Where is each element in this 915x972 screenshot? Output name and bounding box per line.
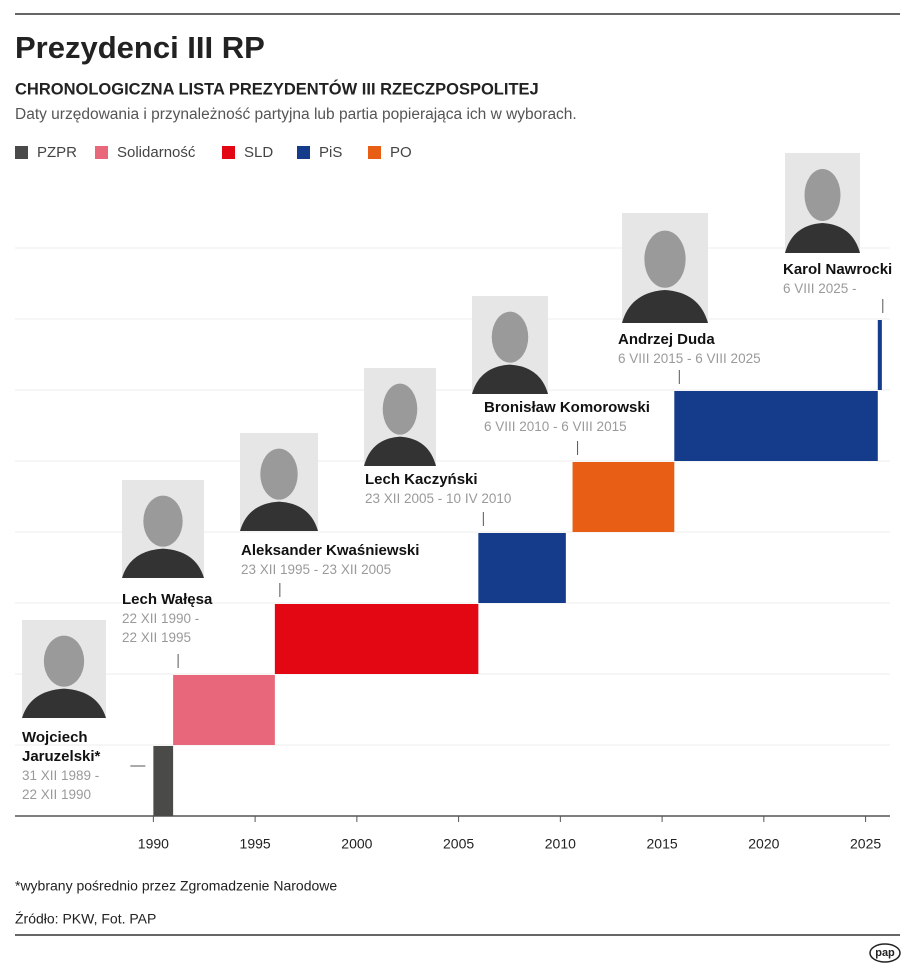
president-name: Aleksander Kwaśniewski — [241, 542, 420, 559]
photo-head — [143, 495, 183, 547]
legend-swatch — [95, 146, 108, 159]
president-dates: 23 XII 2005 - 10 IV 2010 — [365, 491, 512, 506]
president-label: Karol Nawrocki 6 VIII 2025 - — [783, 260, 903, 298]
photo-head — [644, 230, 686, 288]
president-label: Lech Kaczyński 23 XII 2005 - 10 IV 2010 — [365, 470, 575, 508]
legend-swatch — [368, 146, 381, 159]
photo-body — [785, 223, 860, 253]
x-tick-label: 2020 — [748, 836, 779, 852]
legend-swatch — [297, 146, 310, 159]
bar — [572, 462, 675, 532]
photo-head — [260, 448, 298, 500]
legend-swatch — [15, 146, 28, 159]
president-name: Karol Nawrocki — [783, 261, 893, 278]
photo-body — [472, 364, 548, 394]
x-tick-label: 2005 — [443, 836, 474, 852]
president-name: Wojciech Jaruzelski* — [22, 729, 101, 765]
chart-subtitle: CHRONOLOGICZNA LISTA PREZYDENTÓW III RZE… — [15, 79, 539, 98]
photo-body — [22, 688, 106, 718]
president-dates: 6 VIII 2015 - 6 VIII 2025 — [618, 351, 761, 366]
photo-body — [364, 436, 436, 466]
logo-frame — [869, 943, 901, 963]
x-tick-label: 2025 — [850, 836, 881, 852]
president-name: Bronisław Komorowski — [484, 399, 650, 416]
president-label: Bronisław Komorowski 6 VIII 2010 - 6 VIII… — [484, 398, 704, 436]
bar — [274, 604, 479, 674]
x-tick-label: 2015 — [647, 836, 678, 852]
photo-head — [43, 635, 85, 687]
president-dates: 6 VIII 2025 - — [783, 281, 857, 296]
bar — [478, 533, 566, 603]
bar — [173, 675, 275, 745]
bar — [153, 746, 174, 816]
president-label: Andrzej Duda 6 VIII 2015 - 6 VIII 2025 — [618, 330, 818, 368]
x-tick-label: 1995 — [240, 836, 271, 852]
bar — [674, 391, 878, 461]
logo: pap — [875, 947, 895, 959]
footnote: *wybrany pośrednio przez Zgromadzenie Na… — [15, 878, 337, 894]
president-label: Wojciech Jaruzelski* 31 XII 1989 - 22 XII… — [22, 728, 117, 804]
photo-body — [622, 290, 708, 323]
president-dates: 31 XII 1989 - 22 XII 1990 — [22, 768, 100, 802]
president-name: Lech Kaczyński — [365, 471, 478, 488]
president-label: Lech Wałęsa 22 XII 1990 - 22 XII 1995 — [122, 590, 217, 647]
president-dates: 23 XII 1995 - 23 XII 2005 — [241, 562, 392, 577]
legend-label: SLD — [244, 144, 273, 161]
legend-label: PO — [390, 144, 412, 161]
legend-swatch — [222, 146, 235, 159]
bar — [877, 320, 882, 390]
photo-head — [382, 383, 418, 435]
source: Źródło: PKW, Fot. PAP — [15, 911, 156, 927]
legend-label: Solidarność — [117, 144, 196, 161]
x-tick-label: 2000 — [341, 836, 372, 852]
legend-label: PiS — [319, 144, 342, 161]
photo-body — [240, 501, 318, 531]
president-name: Lech Wałęsa — [122, 591, 213, 608]
chart-title: Prezydenci III RP — [15, 30, 265, 65]
president-name: Andrzej Duda — [618, 331, 715, 348]
president-dates: 22 XII 1990 - 22 XII 1995 — [122, 611, 200, 645]
president-label: Aleksander Kwaśniewski 23 XII 1995 - 23 X… — [241, 541, 471, 579]
photo-head — [804, 169, 841, 221]
chart-description: Daty urzędowania i przynależność partyjn… — [15, 106, 577, 123]
president-dates: 6 VIII 2010 - 6 VIII 2015 — [484, 419, 627, 434]
photo-body — [122, 548, 204, 578]
legend-label: PZPR — [37, 144, 77, 161]
photo-head — [491, 311, 529, 363]
x-tick-label: 1990 — [138, 836, 169, 852]
x-tick-label: 2010 — [545, 836, 576, 852]
